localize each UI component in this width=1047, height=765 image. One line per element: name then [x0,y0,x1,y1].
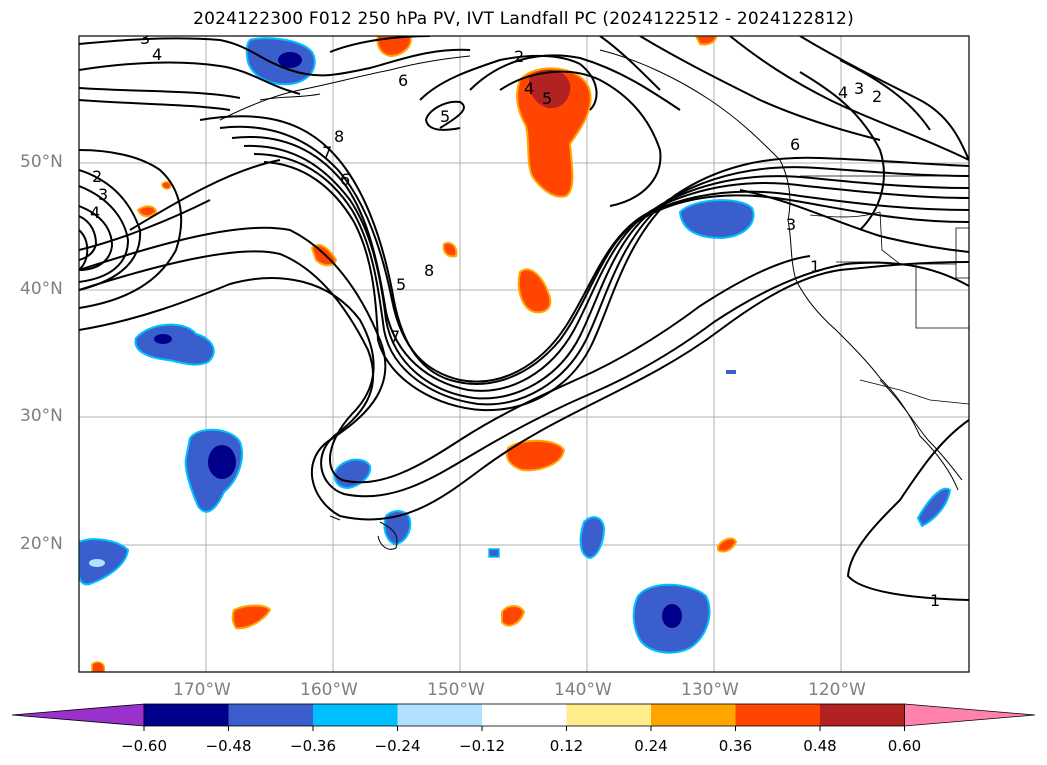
svg-text:8: 8 [334,127,344,146]
lon-label-140w: 140°W [554,680,612,700]
colorbar-tick-label: 0.48 [803,737,837,755]
colorbar-under-arrow [11,703,145,727]
svg-text:4: 4 [838,83,848,102]
svg-text:3: 3 [98,185,108,204]
colorbar-tick-label: 0.12 [549,737,584,755]
svg-text:6: 6 [340,170,350,189]
svg-text:2: 2 [514,47,524,66]
contour-labels: 4 3 2 3 4 6 5 8 7 6 5 8 7 2 4 5 6 4 3 2 … [90,29,940,610]
contour-label-4: 4 [152,45,162,64]
pv-contours [79,36,969,601]
lat-label-50n: 50°N [20,152,63,172]
svg-text:7: 7 [390,327,400,346]
colorbar [11,703,1036,731]
colorbar-tick-label: 0.60 [887,737,922,755]
svg-text:2: 2 [872,87,882,106]
contour-label-1: 1 [810,257,820,276]
colorbar-tick-label: 0.24 [634,737,668,755]
map-frame [78,35,970,673]
colorbar-tick-label: −0.12 [459,737,505,755]
colorbar-tick-label: 0.36 [718,737,753,755]
lon-label-160w: 160°W [300,680,358,700]
svg-text:8: 8 [424,261,434,280]
svg-text:3: 3 [786,215,796,234]
colorbar-tick-label: −0.60 [121,737,167,755]
lon-label-150w: 150°W [427,680,485,700]
lon-label-170w: 170°W [173,680,231,700]
svg-text:3: 3 [854,79,864,98]
lon-label-130w: 130°W [681,680,739,700]
lon-label-120w: 120°W [808,680,866,700]
svg-text:7: 7 [322,143,332,162]
map-title: 2024122300 F012 250 hPa PV, IVT Landfall… [193,9,854,29]
svg-text:5: 5 [542,89,552,108]
colorbar-tick-label: −0.36 [290,737,336,755]
svg-text:4: 4 [524,79,534,98]
svg-text:6: 6 [398,71,408,90]
colorbar-tick-label: −0.24 [374,737,421,755]
lat-label-20n: 20°N [20,534,63,554]
gridlines [79,36,969,672]
colorbar-tick-label: −0.48 [205,737,252,755]
svg-text:4: 4 [90,203,100,222]
svg-text:3: 3 [140,29,150,48]
svg-text:5: 5 [440,107,450,126]
svg-text:6: 6 [790,135,800,154]
coastlines [219,49,963,550]
svg-text:2: 2 [92,167,102,186]
colorbar-over-arrow [904,703,1036,727]
svg-text:5: 5 [396,275,406,294]
svg-text:1: 1 [930,591,940,610]
map-area [79,36,969,672]
lat-label-30n: 30°N [20,406,63,426]
pv-anomaly-fills [79,36,952,672]
lat-label-40n: 40°N [20,279,63,299]
